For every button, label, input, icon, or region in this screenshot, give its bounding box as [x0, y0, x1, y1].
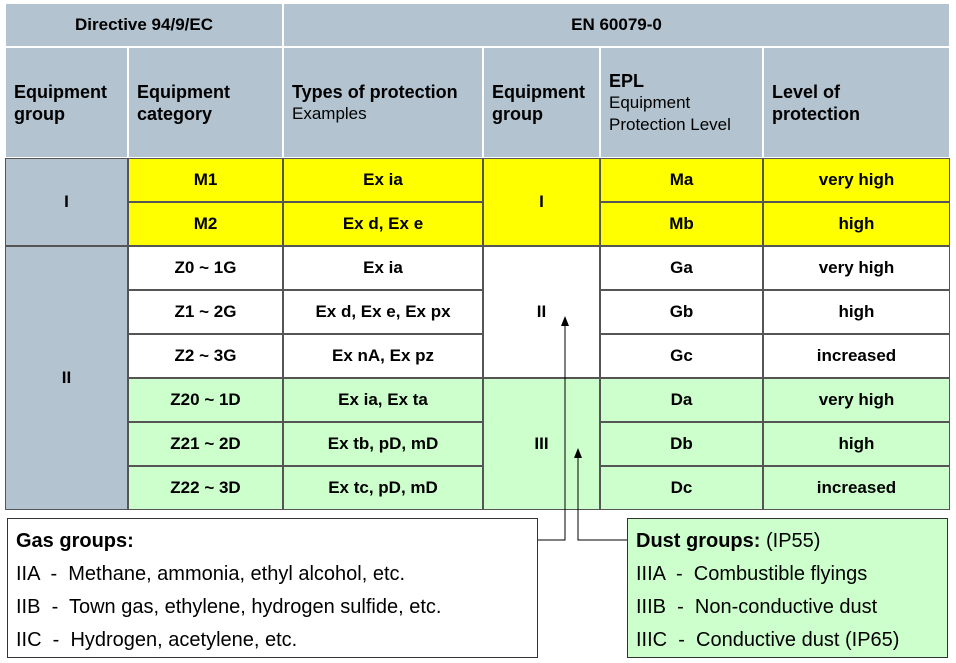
table-cell: Mb — [600, 202, 763, 246]
table-cell: Gc — [600, 334, 763, 378]
table-cell: Ex tc, pD, mD — [283, 466, 483, 510]
table-cell: M2 — [128, 202, 283, 246]
column-subtitle: Examples — [292, 103, 367, 123]
column-title: EPL — [609, 70, 645, 91]
table-cell: Dc — [600, 466, 763, 510]
table-cell: Ex d, Ex e — [283, 202, 483, 246]
gas-groups-title: Gas groups: — [16, 530, 134, 552]
table-cell: Ma — [600, 158, 763, 202]
column-header: EPL Equipment Protection Level — [600, 47, 763, 158]
gas-group-item: IIA - Methane, ammonia, ethyl alcohol, e… — [16, 563, 406, 585]
column-header: Equipment category — [128, 47, 283, 158]
table-cell: Z20 ~ 1D — [128, 378, 283, 422]
column-title: Level of protection — [772, 81, 860, 124]
table-cell: Ex ia — [283, 246, 483, 290]
table-cell: M1 — [128, 158, 283, 202]
dust-group-item: IIIC - Conductive dust (IP65) — [636, 629, 900, 651]
gas-group-item: IIB - Town gas, ethylene, hydrogen sulfi… — [16, 596, 442, 618]
column-header: Level of protection — [763, 47, 950, 158]
dust-groups-box: Dust groups: (IP55) IIIA - Combustible f… — [627, 518, 948, 658]
table-cell: very high — [763, 378, 950, 422]
table-cell: Ex nA, Ex pz — [283, 334, 483, 378]
table-cell: high — [763, 290, 950, 334]
dust-groups-title: Dust groups: — [636, 530, 761, 552]
gas-groups-box: Gas groups: IIA - Methane, ammonia, ethy… — [7, 518, 538, 658]
table-cell: Db — [600, 422, 763, 466]
column-header-text: Equipment category — [137, 81, 282, 125]
table-cell: Ex ia — [283, 158, 483, 202]
table-cell: Z1 ~ 2G — [128, 290, 283, 334]
table-cell: Z22 ~ 3D — [128, 466, 283, 510]
column-header: Types of protection Examples — [283, 47, 483, 158]
table-cell: high — [763, 422, 950, 466]
table-cell: Z0 ~ 1G — [128, 246, 283, 290]
table-cell: Ex d, Ex e, Ex px — [283, 290, 483, 334]
epl-group-cell: II — [483, 246, 600, 378]
header-group: Directive 94/9/EC — [5, 3, 283, 47]
column-header-text: Equipment group — [14, 81, 127, 125]
header-group: EN 60079-0 — [283, 3, 950, 47]
column-header-text: Level of protection — [772, 81, 882, 125]
equipment-group-cell: I — [5, 158, 128, 246]
column-header-text: Equipment group — [492, 81, 599, 125]
table-cell: Gb — [600, 290, 763, 334]
column-title: Types of protection — [292, 81, 458, 102]
table-cell: increased — [763, 334, 950, 378]
epl-group-cell: III — [483, 378, 600, 510]
column-subtitle: Equipment Protection Level — [609, 92, 731, 134]
table-cell: high — [763, 202, 950, 246]
column-header-text: Types of protection Examples — [292, 81, 458, 125]
table-cell: increased — [763, 466, 950, 510]
column-header-text: EPL Equipment Protection Level — [609, 70, 759, 136]
column-title: Equipment group — [14, 81, 107, 124]
gas-group-item: IIC - Hydrogen, acetylene, etc. — [16, 629, 298, 651]
column-title: Equipment group — [492, 81, 585, 124]
table-cell: Ex tb, pD, mD — [283, 422, 483, 466]
dust-group-item: IIIA - Combustible flyings — [636, 563, 868, 585]
column-title: Equipment category — [137, 81, 230, 124]
table-cell: Z21 ~ 2D — [128, 422, 283, 466]
dust-groups-note: (IP55) — [766, 530, 821, 552]
epl-group-cell: I — [483, 158, 600, 246]
table-cell: Z2 ~ 3G — [128, 334, 283, 378]
dust-group-item: IIIB - Non-conductive dust — [636, 596, 878, 618]
table-cell: Ex ia, Ex ta — [283, 378, 483, 422]
column-header: Equipment group — [483, 47, 600, 158]
table-cell: very high — [763, 158, 950, 202]
table-cell: Ga — [600, 246, 763, 290]
table-cell: Da — [600, 378, 763, 422]
equipment-group-cell: II — [5, 246, 128, 510]
column-header: Equipment group — [5, 47, 128, 158]
table-cell: very high — [763, 246, 950, 290]
